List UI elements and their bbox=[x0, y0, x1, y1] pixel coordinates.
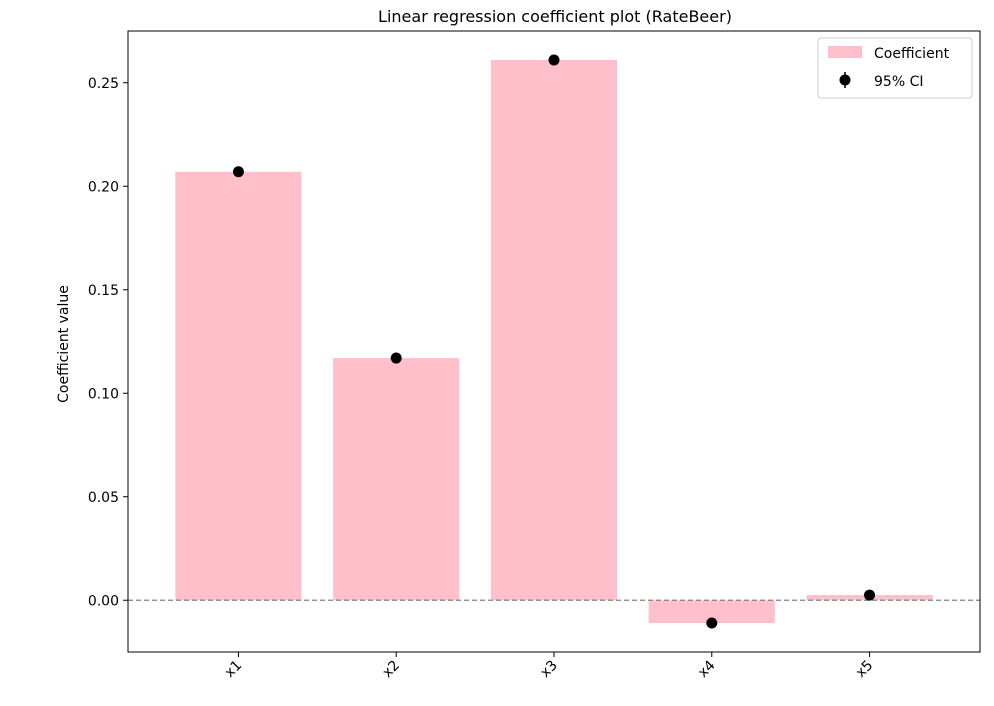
ci-point-x5 bbox=[864, 589, 876, 601]
y-tick-label: 0.10 bbox=[88, 386, 119, 402]
plot-frame bbox=[127, 30, 981, 653]
ci-point-x2 bbox=[390, 352, 402, 364]
ci-point-x3 bbox=[548, 54, 560, 66]
legend: Coefficient 95% CI bbox=[817, 37, 973, 99]
legend-label-coefficient: Coefficient bbox=[874, 46, 950, 62]
y-axis: 0.00 0.05 0.10 0.15 0.20 0.25 bbox=[88, 76, 128, 609]
ci-point-x4 bbox=[706, 617, 718, 629]
y-tick-label: 0.00 bbox=[88, 593, 119, 609]
y-tick-label: 0.25 bbox=[88, 76, 119, 92]
bar-x3 bbox=[490, 59, 618, 601]
legend-swatch-coefficient bbox=[828, 46, 862, 58]
ci-point-series bbox=[232, 54, 876, 629]
legend-marker-ci bbox=[839, 74, 851, 86]
y-axis-label: Coefficient value bbox=[56, 285, 72, 403]
bar-x1 bbox=[175, 171, 302, 601]
legend-label-ci: 95% CI bbox=[874, 74, 923, 90]
chart-title: Linear regression coefficient plot (Rate… bbox=[378, 7, 732, 26]
y-tick-label: 0.20 bbox=[88, 179, 119, 195]
bar-x4 bbox=[648, 600, 775, 624]
bar-x2 bbox=[333, 358, 460, 601]
y-tick-label: 0.15 bbox=[88, 283, 119, 299]
y-tick-label: 0.05 bbox=[88, 490, 119, 506]
ci-point-x1 bbox=[232, 166, 244, 178]
